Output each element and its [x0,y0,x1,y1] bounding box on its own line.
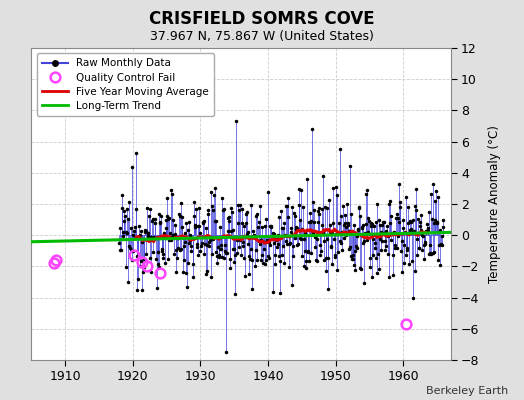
Text: CRISFIELD SOMRS COVE: CRISFIELD SOMRS COVE [149,10,375,28]
Text: Berkeley Earth: Berkeley Earth [426,386,508,396]
Text: 37.967 N, 75.867 W (United States): 37.967 N, 75.867 W (United States) [150,30,374,43]
Y-axis label: Temperature Anomaly (°C): Temperature Anomaly (°C) [488,125,501,283]
Legend: Raw Monthly Data, Quality Control Fail, Five Year Moving Average, Long-Term Tren: Raw Monthly Data, Quality Control Fail, … [37,53,214,116]
